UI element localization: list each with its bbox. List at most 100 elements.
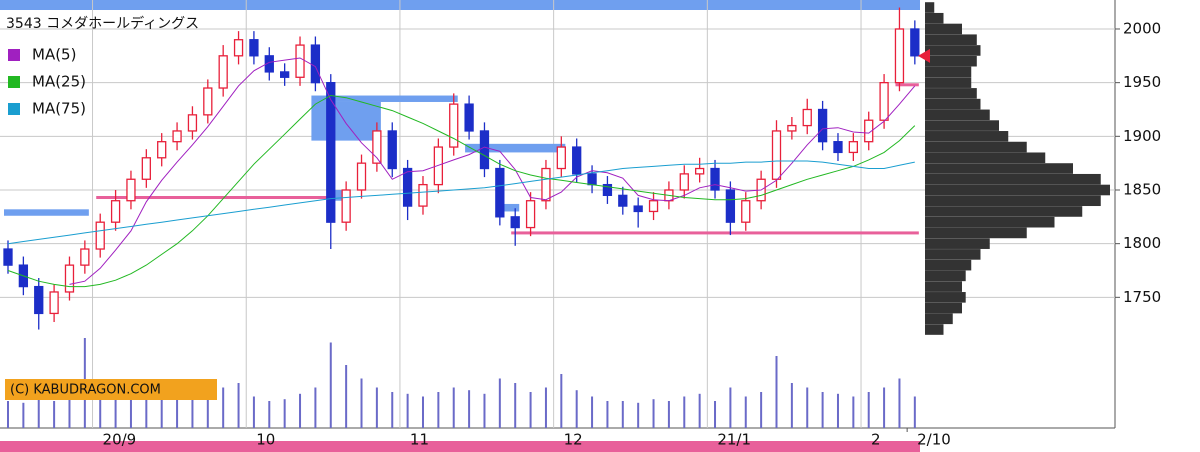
x-tick-label: 2 <box>871 431 881 449</box>
x-tick-label: 2/10 <box>917 431 951 449</box>
x-tick-label: 11 <box>410 431 429 449</box>
volume-bar <box>821 392 824 428</box>
candle-body <box>295 44 305 78</box>
profile-bar <box>925 12 944 24</box>
resistance-zone <box>326 189 351 201</box>
profile-bar <box>925 249 981 260</box>
volume-bar <box>406 393 409 428</box>
volume-bar <box>621 401 624 428</box>
candle-body <box>64 264 75 293</box>
volume-bar <box>252 396 255 428</box>
profile-bar <box>925 77 972 88</box>
profile-bar <box>925 184 1110 196</box>
volume-bar <box>421 396 424 428</box>
profile-bar <box>925 281 962 292</box>
last-price-marker <box>918 48 930 63</box>
volume-bar <box>591 396 594 428</box>
profile-bar <box>925 313 953 325</box>
candle-body <box>864 119 874 143</box>
candle-body <box>387 130 397 170</box>
volume-bar <box>114 396 117 428</box>
profile-bar <box>925 292 966 303</box>
bottom-band <box>0 441 920 452</box>
candle-body <box>49 291 59 315</box>
profile-bar <box>925 238 990 249</box>
candle-body <box>848 141 858 154</box>
volume-bar <box>883 387 886 428</box>
resistance-zone <box>311 95 458 102</box>
candle-body <box>341 189 351 223</box>
volume-bar <box>129 392 132 428</box>
volume-bar <box>790 383 793 428</box>
y-tick-label: 1750 <box>1123 288 1161 306</box>
candle-body <box>310 44 321 84</box>
volume-bar <box>867 392 870 428</box>
volume-bar <box>345 365 348 428</box>
top-band <box>0 0 920 10</box>
volume-bar <box>22 402 25 428</box>
candle-body <box>126 178 136 202</box>
ma-line <box>7 160 915 245</box>
profile-bar <box>925 302 962 314</box>
volume-bar <box>698 393 701 428</box>
volume-bar <box>176 396 179 428</box>
candle-body <box>203 87 213 116</box>
profile-bar <box>925 55 977 67</box>
volume-bar <box>222 387 225 428</box>
y-tick-label: 1850 <box>1123 180 1161 198</box>
candle-body <box>233 39 244 57</box>
profile-bar <box>925 98 981 110</box>
profile-bar <box>925 195 1101 207</box>
x-tick-label: 20/9 <box>103 431 137 449</box>
volume-bar <box>145 393 148 428</box>
volume-bar <box>7 401 9 428</box>
volume-bar <box>683 396 686 428</box>
profile-bar <box>925 270 966 282</box>
volume-bar <box>744 396 747 428</box>
candle-body <box>110 200 121 223</box>
candle-body <box>510 216 520 229</box>
ma-line <box>69 57 916 285</box>
volume-bar <box>729 387 732 428</box>
volume-bar <box>637 402 640 428</box>
legend-swatch <box>8 76 20 88</box>
support-line <box>895 83 919 87</box>
candle-body <box>894 28 905 84</box>
candle-body <box>633 205 643 213</box>
candle-body <box>879 82 889 121</box>
candle-body <box>648 200 659 213</box>
volume-bar <box>468 390 471 428</box>
candle-body <box>525 200 536 229</box>
watermark-box <box>5 379 217 400</box>
candle-body <box>541 167 551 202</box>
candle-body <box>495 167 505 218</box>
candle-body <box>418 183 428 207</box>
volume-bar <box>160 390 163 428</box>
profile-bar <box>925 206 1083 217</box>
candle-body <box>695 167 705 175</box>
volume-bar <box>560 374 563 428</box>
candle-body <box>157 141 167 159</box>
volume-bar <box>606 401 609 428</box>
profile-bar <box>925 152 1046 164</box>
profile-bar <box>925 120 999 131</box>
plot: 1750 1800 1850 1900 1950 2000 20/9 10 11 12 21/1 2 2… <box>0 0 1161 449</box>
volume-bar <box>667 401 670 428</box>
candle-body <box>218 55 228 89</box>
profile-bar <box>925 324 944 335</box>
candle-body <box>249 39 259 57</box>
chart-title: 3543 コメダホールディングス <box>6 15 199 32</box>
volume-bar <box>483 393 486 428</box>
candle-body <box>141 157 151 180</box>
volume-bar <box>360 378 363 428</box>
resistance-zone <box>465 143 566 153</box>
resistance-zone <box>495 203 520 212</box>
profile-bar <box>925 227 1027 239</box>
volume-bar <box>391 392 394 428</box>
candle-body <box>833 141 843 154</box>
candle-body <box>710 167 720 191</box>
volume-bar <box>283 399 286 428</box>
profile-bar <box>925 173 1101 185</box>
volume-bar <box>575 390 578 428</box>
